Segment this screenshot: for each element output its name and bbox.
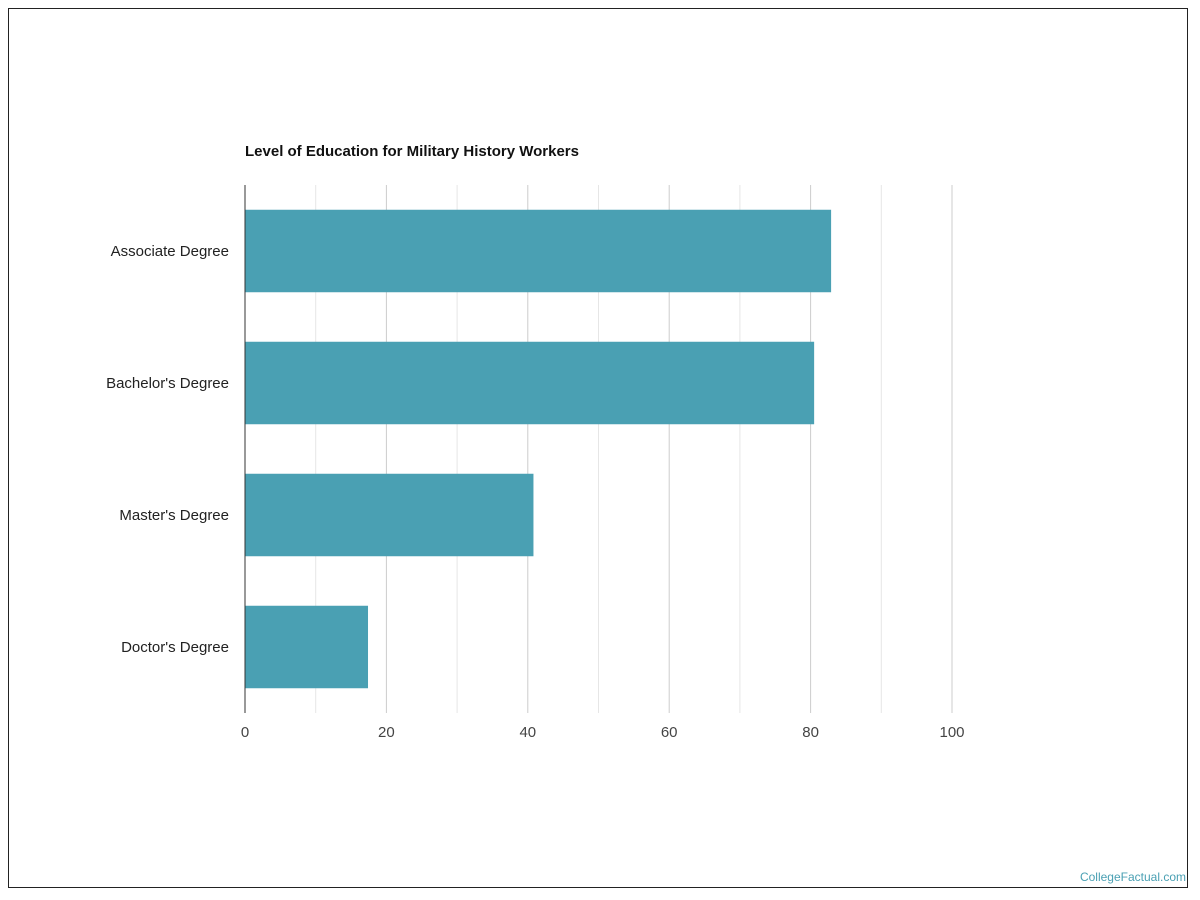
category-label: Associate Degree bbox=[111, 243, 229, 260]
x-tick-label: 100 bbox=[939, 724, 964, 741]
chart-frame bbox=[8, 8, 1188, 888]
bar bbox=[245, 473, 534, 557]
x-tick-label: 40 bbox=[519, 724, 536, 741]
bar bbox=[245, 341, 815, 425]
category-label: Bachelor's Degree bbox=[106, 375, 229, 392]
bar bbox=[245, 605, 369, 689]
x-tick-label: 0 bbox=[241, 724, 249, 741]
credit-link[interactable]: CollegeFactual.com bbox=[1079, 870, 1186, 884]
chart-title: Level of Education for Military History … bbox=[245, 143, 579, 160]
category-label: Doctor's Degree bbox=[121, 639, 229, 656]
x-tick-label: 60 bbox=[661, 724, 678, 741]
bar bbox=[245, 209, 832, 293]
category-label: Master's Degree bbox=[119, 507, 229, 524]
x-tick-label: 80 bbox=[802, 724, 819, 741]
x-tick-label: 20 bbox=[378, 724, 395, 741]
